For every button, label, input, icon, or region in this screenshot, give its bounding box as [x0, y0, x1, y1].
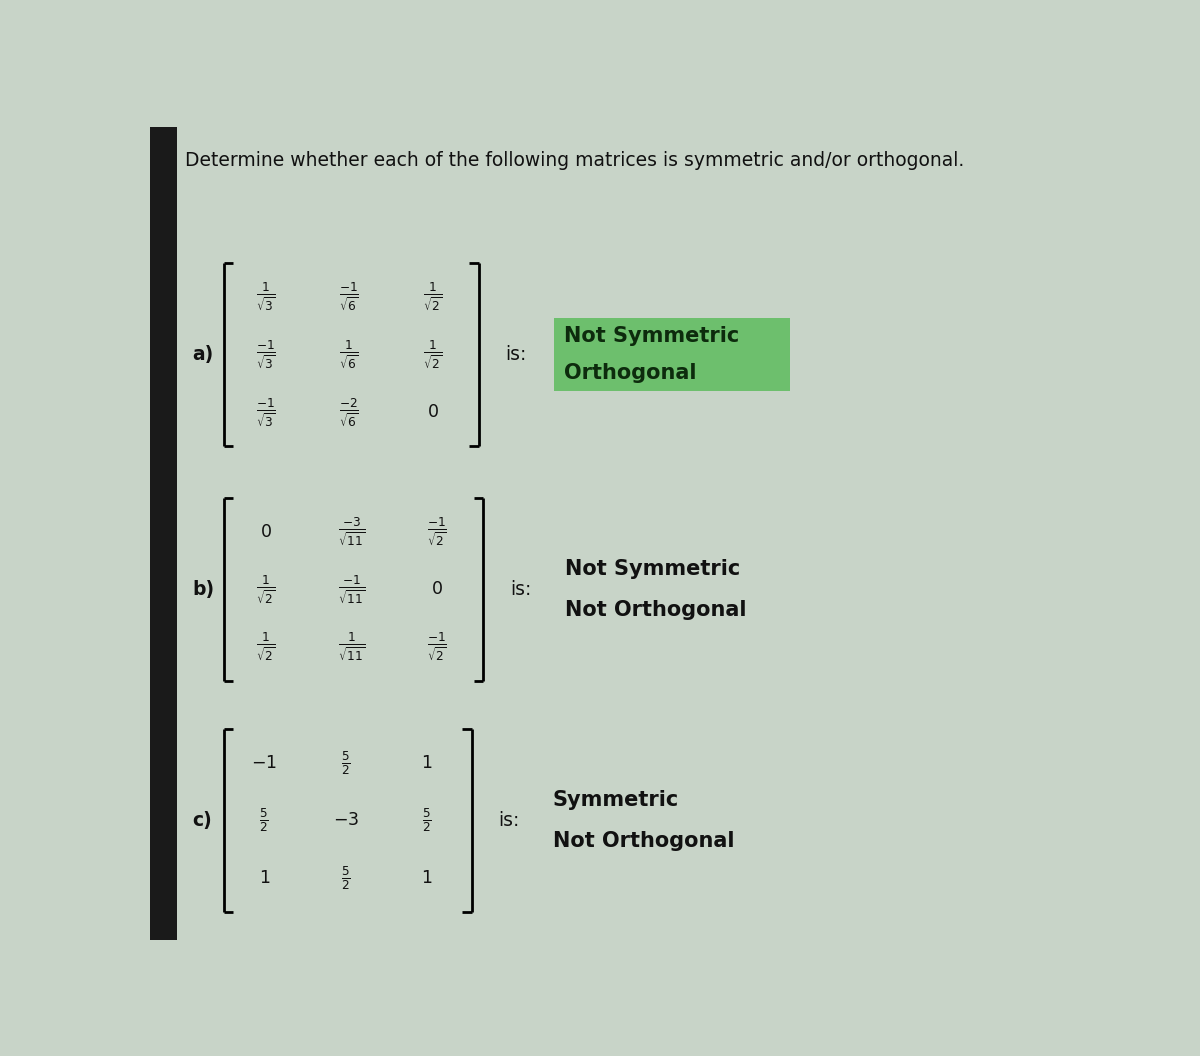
Text: $1$: $1$	[421, 754, 433, 772]
Text: $\frac{5}{2}$: $\frac{5}{2}$	[422, 807, 432, 834]
Text: $\frac{-1}{\sqrt{6}}$: $\frac{-1}{\sqrt{6}}$	[340, 281, 359, 314]
Text: $\frac{-3}{\sqrt{11}}$: $\frac{-3}{\sqrt{11}}$	[337, 515, 365, 548]
Text: a): a)	[193, 345, 214, 364]
Text: is:: is:	[505, 345, 527, 364]
Text: Determine whether each of the following matrices is symmetric and/or orthogonal.: Determine whether each of the following …	[185, 151, 964, 170]
Text: Orthogonal: Orthogonal	[564, 363, 696, 383]
Text: is:: is:	[499, 811, 520, 830]
Text: Not Symmetric: Not Symmetric	[565, 560, 740, 580]
Text: $\frac{-2}{\sqrt{6}}$: $\frac{-2}{\sqrt{6}}$	[340, 396, 359, 429]
Text: $0$: $0$	[427, 403, 439, 421]
Text: Symmetric: Symmetric	[553, 791, 679, 810]
Text: $\frac{-1}{\sqrt{3}}$: $\frac{-1}{\sqrt{3}}$	[256, 396, 276, 429]
Text: b): b)	[193, 580, 215, 599]
Text: $\frac{5}{2}$: $\frac{5}{2}$	[259, 807, 269, 834]
Text: $\frac{1}{\sqrt{6}}$: $\frac{1}{\sqrt{6}}$	[340, 338, 359, 371]
Text: c): c)	[193, 811, 212, 830]
Text: $0$: $0$	[431, 581, 443, 599]
Text: Not Orthogonal: Not Orthogonal	[553, 830, 734, 850]
Text: $\frac{1}{\sqrt{11}}$: $\frac{1}{\sqrt{11}}$	[337, 631, 365, 663]
Text: $1$: $1$	[259, 869, 270, 887]
Text: $\frac{1}{\sqrt{2}}$: $\frac{1}{\sqrt{2}}$	[257, 631, 276, 663]
FancyBboxPatch shape	[553, 318, 790, 391]
Text: $\frac{1}{\sqrt{2}}$: $\frac{1}{\sqrt{2}}$	[422, 281, 443, 314]
Text: $\frac{-1}{\sqrt{2}}$: $\frac{-1}{\sqrt{2}}$	[427, 515, 446, 548]
Text: $\frac{-1}{\sqrt{2}}$: $\frac{-1}{\sqrt{2}}$	[427, 631, 446, 663]
Text: $\frac{1}{\sqrt{2}}$: $\frac{1}{\sqrt{2}}$	[257, 573, 276, 606]
Bar	[150, 127, 178, 940]
Text: $\frac{1}{\sqrt{3}}$: $\frac{1}{\sqrt{3}}$	[256, 281, 276, 314]
Text: Not Symmetric: Not Symmetric	[564, 326, 739, 346]
Text: $1$: $1$	[421, 869, 433, 887]
Text: $\frac{5}{2}$: $\frac{5}{2}$	[341, 865, 350, 892]
Text: is:: is:	[510, 580, 532, 599]
Text: $-3$: $-3$	[332, 811, 359, 830]
Text: $\frac{1}{\sqrt{2}}$: $\frac{1}{\sqrt{2}}$	[422, 338, 443, 371]
Text: Not Orthogonal: Not Orthogonal	[565, 600, 746, 620]
Text: $\frac{-1}{\sqrt{11}}$: $\frac{-1}{\sqrt{11}}$	[337, 573, 365, 606]
Text: $0$: $0$	[260, 523, 272, 541]
Text: $-1$: $-1$	[251, 754, 277, 772]
Text: $\frac{-1}{\sqrt{3}}$: $\frac{-1}{\sqrt{3}}$	[256, 338, 276, 371]
Text: $\frac{5}{2}$: $\frac{5}{2}$	[341, 749, 350, 776]
